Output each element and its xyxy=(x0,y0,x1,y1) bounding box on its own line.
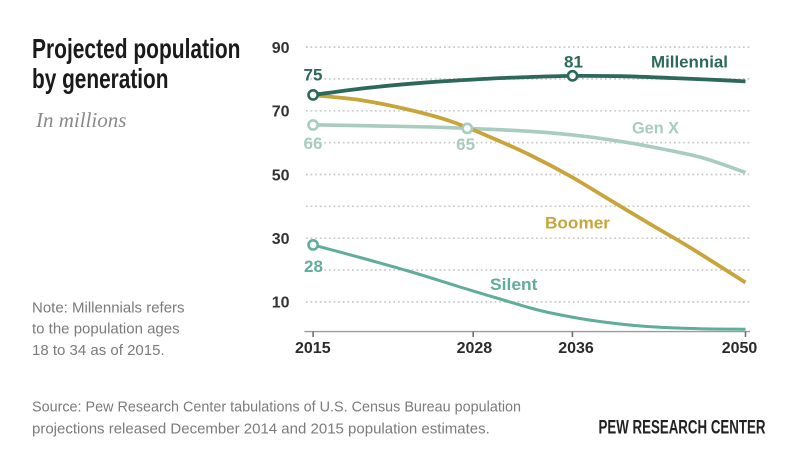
svg-text:Projected population: Projected population xyxy=(32,33,241,64)
svg-text:In millions: In millions xyxy=(35,108,126,132)
svg-text:75: 75 xyxy=(304,66,323,85)
svg-text:10: 10 xyxy=(272,295,290,312)
svg-text:2050: 2050 xyxy=(722,340,758,357)
svg-text:30: 30 xyxy=(272,231,290,248)
svg-text:by generation: by generation xyxy=(32,63,169,94)
svg-text:2028: 2028 xyxy=(457,340,493,357)
svg-text:28: 28 xyxy=(304,257,323,276)
svg-text:50: 50 xyxy=(272,167,290,184)
svg-text:18 to 34 as of 2015.: 18 to 34 as of 2015. xyxy=(32,342,165,359)
svg-text:Note: Millennials refers: Note: Millennials refers xyxy=(32,299,185,316)
svg-text:Boomer: Boomer xyxy=(545,214,610,233)
svg-text:PEW RESEARCH CENTER: PEW RESEARCH CENTER xyxy=(599,418,766,439)
svg-text:Silent: Silent xyxy=(490,275,538,294)
svg-text:81: 81 xyxy=(564,53,583,72)
svg-text:70: 70 xyxy=(272,104,290,121)
svg-text:2015: 2015 xyxy=(295,340,331,357)
svg-text:Gen X: Gen X xyxy=(632,119,680,138)
svg-text:to the population ages: to the population ages xyxy=(32,321,180,338)
svg-text:66: 66 xyxy=(304,134,323,153)
svg-text:Millennial: Millennial xyxy=(651,53,728,72)
svg-text:65: 65 xyxy=(456,135,475,154)
svg-text:projections released December: projections released December 2014 and 2… xyxy=(32,420,490,437)
svg-text:Source: Pew Research Center ta: Source: Pew Research Center tabulations … xyxy=(32,398,521,415)
svg-text:2036: 2036 xyxy=(558,340,594,357)
svg-text:90: 90 xyxy=(272,40,290,57)
